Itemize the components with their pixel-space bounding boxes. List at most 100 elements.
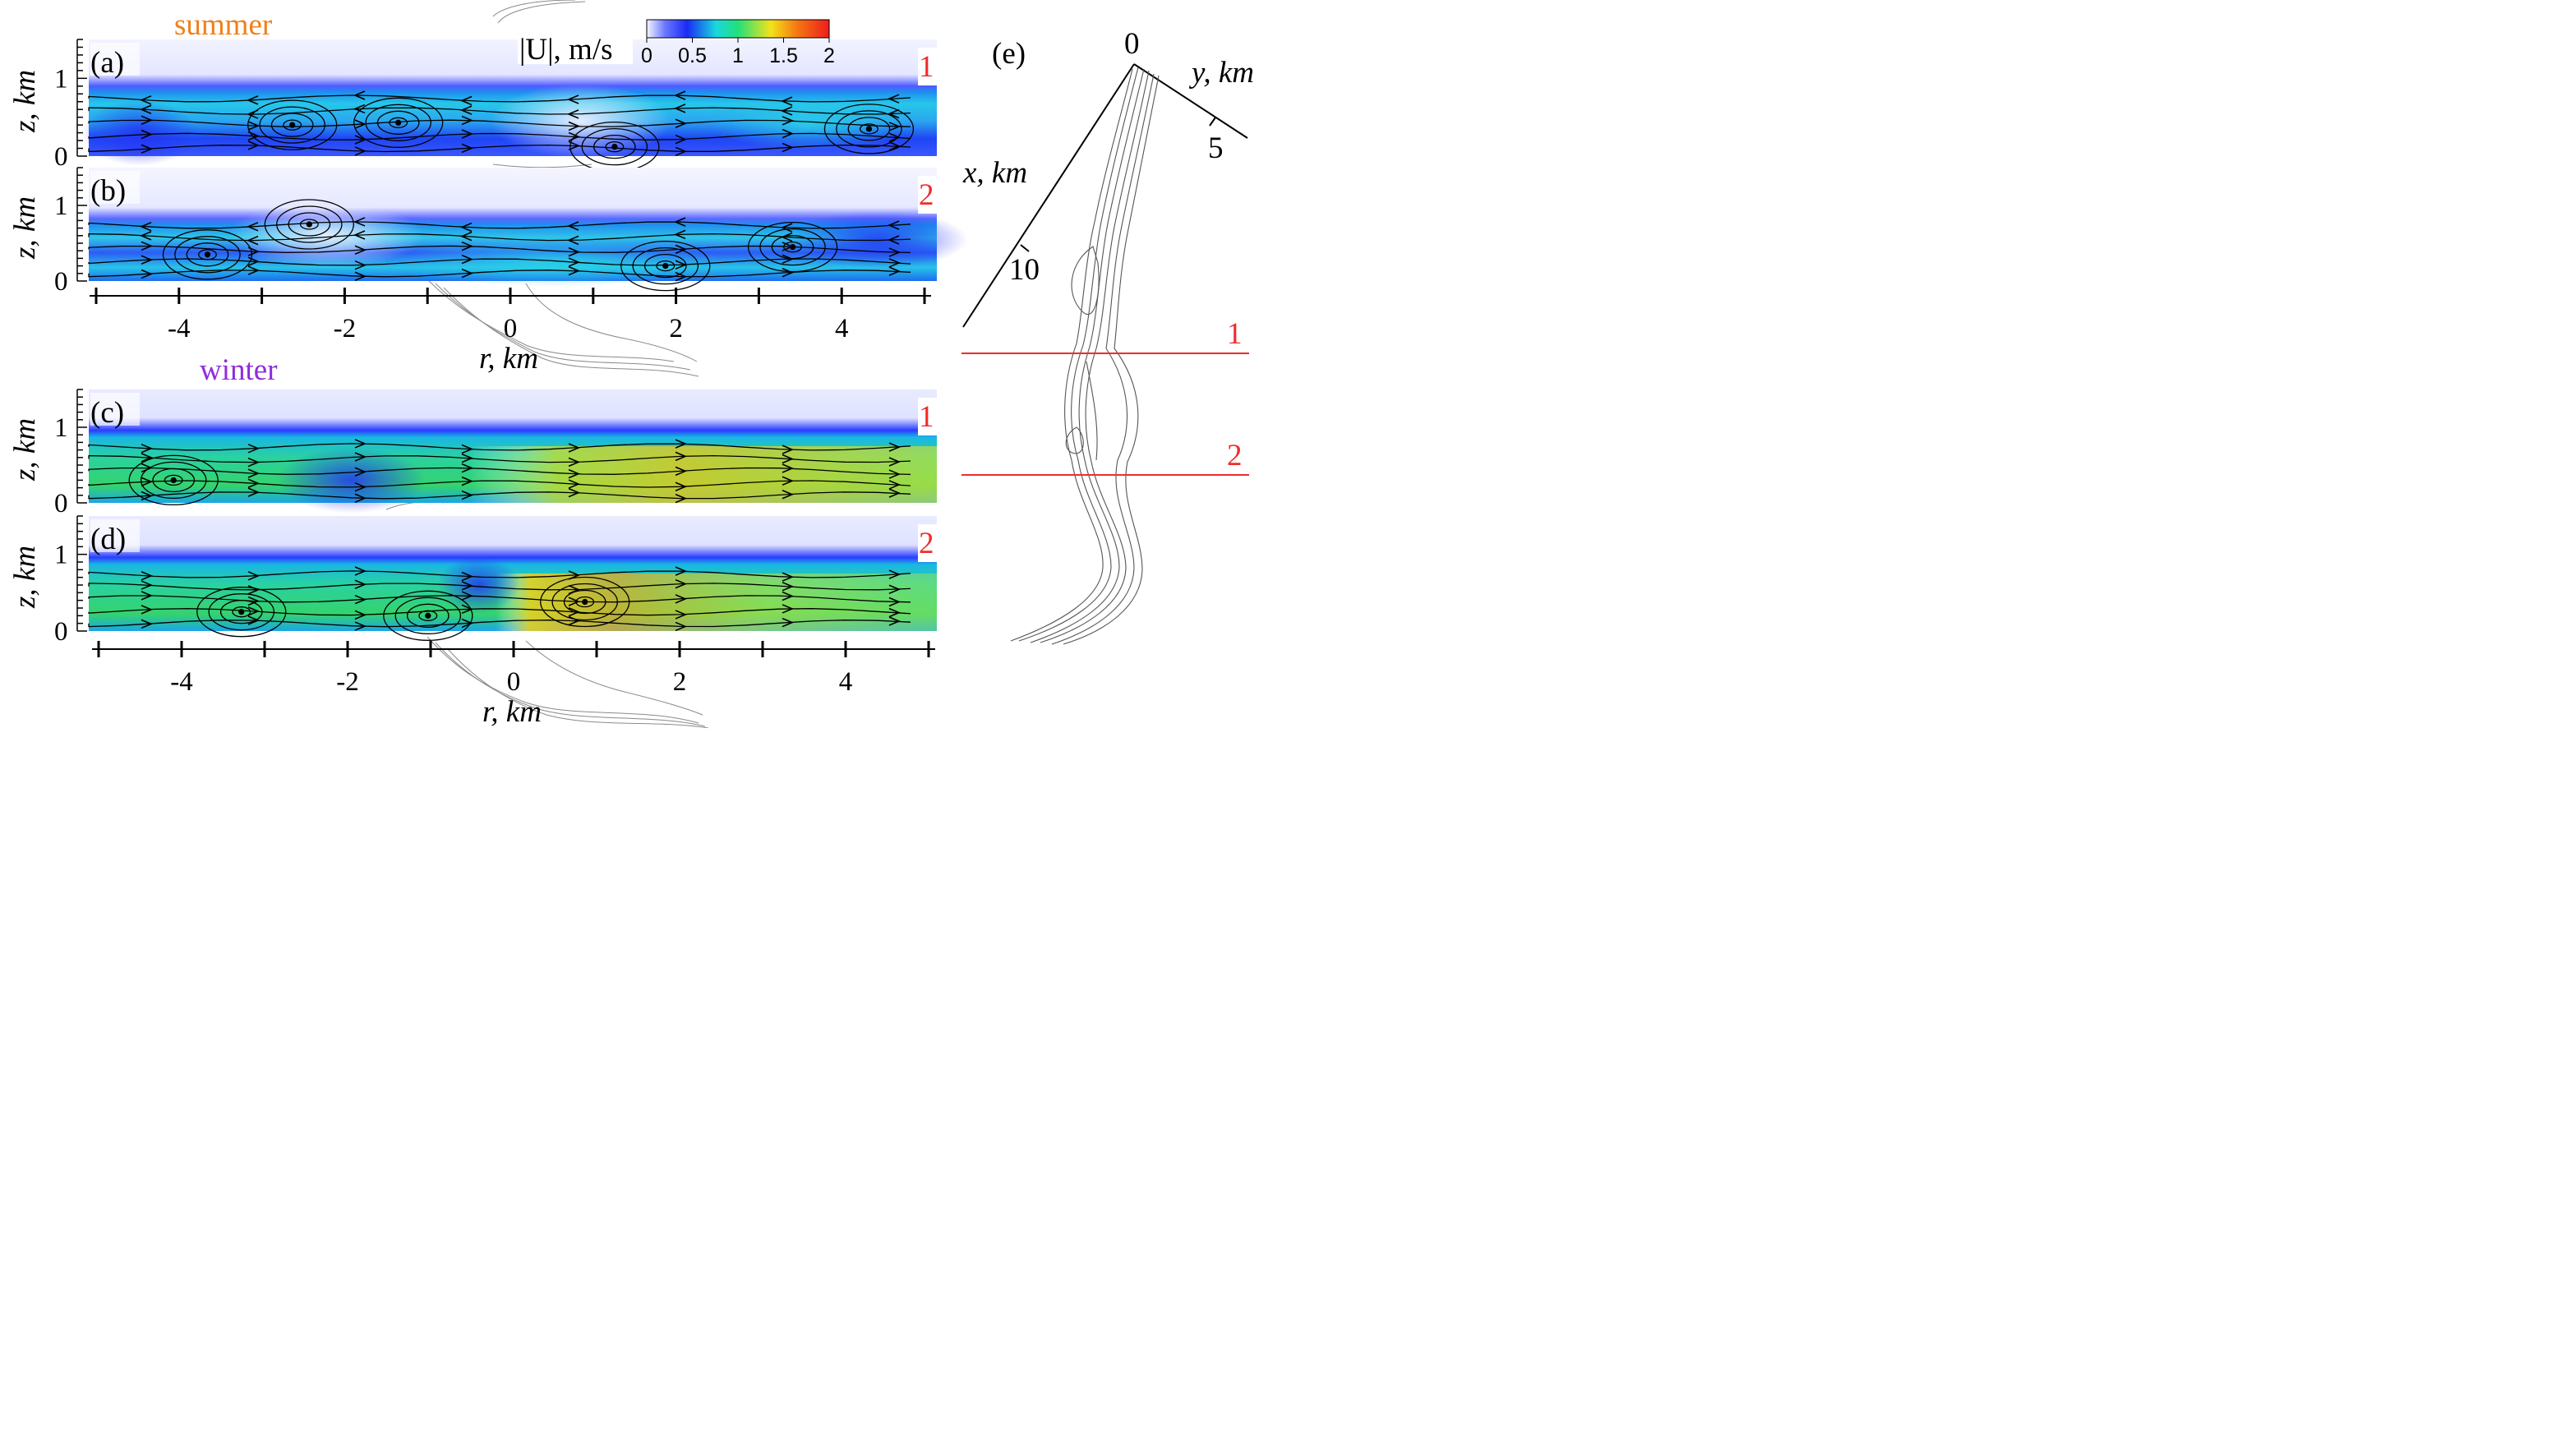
r-tick-label: -2 — [336, 667, 359, 697]
colorbar-title-bg — [518, 36, 633, 64]
streamline-arrow — [675, 439, 688, 449]
streamline-arrow — [887, 235, 900, 245]
panel-letter: (d) — [90, 523, 126, 556]
z-tick-label: 1 — [54, 191, 68, 221]
streamline-arrow — [461, 490, 474, 500]
vortex — [569, 121, 660, 173]
streamline-arrow — [141, 571, 154, 581]
section-number-bg — [918, 48, 938, 85]
vortex-ring — [540, 576, 630, 628]
colorbar-tick-label: 1 — [732, 44, 744, 67]
vortex-ring — [232, 606, 251, 618]
vortex — [128, 454, 219, 506]
streamline-arrow — [354, 481, 367, 492]
streamline-arrow — [461, 581, 474, 591]
streamline-arrow — [568, 443, 581, 453]
vortex — [823, 104, 915, 154]
streamline-arrow — [780, 106, 793, 116]
high-speed-region — [89, 446, 937, 503]
streamline-arrow — [780, 223, 793, 233]
streamline-arrow — [461, 453, 474, 463]
streamline-arrow — [354, 271, 367, 281]
r-axis-label: r, km — [479, 342, 538, 376]
streamline-arrow — [141, 255, 154, 265]
section-number: 1 — [919, 400, 934, 434]
streamline — [88, 132, 911, 141]
streamline-arrow — [675, 578, 688, 589]
blue-blob — [437, 556, 520, 614]
vortex-ring — [164, 474, 183, 486]
r-tick-label: 0 — [504, 314, 518, 343]
streamline-arrow — [568, 615, 581, 626]
streamline-arrow — [461, 618, 474, 629]
vortex-ring — [283, 119, 302, 131]
section-label-2: 2 — [1227, 439, 1243, 472]
streamline-arrow — [141, 144, 154, 154]
streamline-arrow — [888, 247, 901, 257]
streamline-arrow — [141, 269, 154, 279]
vortex — [162, 229, 253, 280]
colorbar-tick-label: 0 — [641, 44, 652, 67]
vortex-core — [425, 612, 431, 619]
vortex-ring — [162, 229, 253, 280]
streamline-arrow — [888, 266, 901, 276]
streamline-arrow — [246, 95, 259, 105]
streamline-arrow — [354, 146, 367, 156]
panel-letter-bg — [90, 519, 140, 552]
r-axis: -4 -2 0 2 4 r, km — [90, 288, 931, 376]
streamline-arrow — [139, 222, 152, 232]
streamline-arrow — [354, 467, 367, 477]
streamline-arrow — [139, 95, 152, 105]
r-tick-label: 0 — [507, 667, 521, 697]
z-axis — [76, 167, 87, 282]
vortex-core — [204, 251, 211, 258]
streamline-arrow — [141, 115, 154, 126]
streamlines — [88, 439, 911, 506]
streamline-arrow — [782, 604, 795, 614]
vortex-ring — [563, 589, 606, 615]
streamline-arrow — [782, 116, 795, 126]
streamline-arrow — [673, 229, 686, 240]
streamline-arrow — [141, 580, 154, 590]
vortex — [620, 240, 711, 292]
colorbar-title: |U|, m/s — [519, 33, 613, 67]
streamline-arrow — [139, 104, 152, 115]
z-axis-label: z, km — [8, 418, 42, 481]
figure: 0 1 z, km (a) 1 0 1 z, km (b) 2 0 1 z, km (c) 1 0 1 z, km… — [0, 0, 1275, 729]
vortex-ring — [747, 221, 838, 273]
streamline-arrow — [461, 591, 474, 601]
streamline-arrow — [461, 129, 474, 139]
section-number: 2 — [919, 527, 934, 560]
streamline-arrow — [354, 579, 367, 589]
streamline-arrow — [673, 90, 686, 100]
streamlines — [88, 566, 911, 641]
streamline-arrow — [247, 468, 261, 478]
vortex — [353, 97, 444, 148]
streamline-arrow — [675, 594, 688, 604]
streamline-arrow — [888, 488, 901, 498]
vortex-ring — [620, 240, 711, 292]
streamline-arrow — [888, 141, 901, 151]
streamline-arrow — [568, 121, 581, 131]
panel-e: (e) 0 10 5 x, km y, km 1 2 — [961, 27, 1254, 645]
e-tick-0: 0 — [1124, 27, 1140, 61]
streamline-arrow — [782, 463, 795, 473]
vortex-ring — [152, 468, 196, 493]
e-x-tick-10 — [1020, 244, 1030, 252]
streamline-arrow — [888, 569, 901, 579]
r-tick-label: -4 — [168, 314, 191, 343]
streamline-arrow — [568, 457, 581, 468]
streamline-arrow — [888, 442, 901, 452]
streamline-arrow — [887, 94, 900, 104]
streamline-arrow — [461, 463, 474, 473]
streamline-arrow — [780, 96, 793, 106]
z-axis-label: z, km — [8, 70, 42, 133]
streamline-arrow — [247, 457, 261, 468]
z-tick-label: 0 — [54, 489, 68, 518]
streamline-arrow — [354, 452, 367, 462]
streamline-arrow — [461, 476, 474, 486]
vortex-ring — [551, 583, 618, 621]
vortex-core — [789, 243, 796, 251]
streamline — [88, 107, 911, 115]
summer-label: summer — [174, 8, 272, 42]
